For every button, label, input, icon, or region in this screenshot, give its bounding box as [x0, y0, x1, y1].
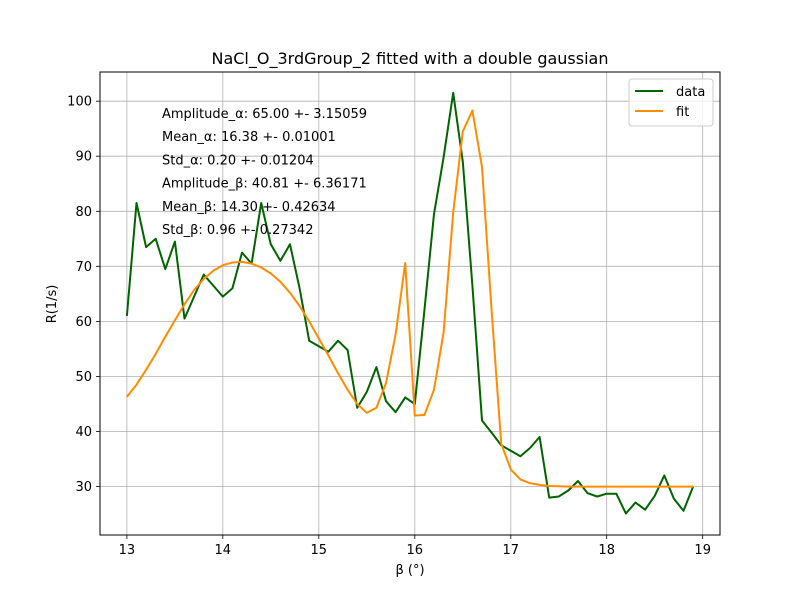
fit-parameters: Amplitude_α: 65.00 +- 3.15059 Mean_α: 16.… — [162, 107, 367, 238]
y-tick-label: 60 — [75, 315, 92, 330]
x-tick-label: 14 — [215, 543, 232, 558]
legend-label-fit: fit — [676, 105, 689, 120]
legend-label-data: data — [676, 85, 705, 100]
x-tick-label: 18 — [598, 543, 615, 558]
x-tick-label: 19 — [694, 543, 711, 558]
series-line-fit — [126, 109, 694, 488]
annotation-line: Std_β: 0.96 +- 0.27342 — [162, 223, 313, 238]
x-tick-label: 16 — [407, 543, 424, 558]
y-tick-label: 50 — [75, 370, 92, 385]
annotation-line: Amplitude_β: 40.81 +- 6.36171 — [162, 177, 367, 192]
x-tick-label: 13 — [119, 543, 136, 558]
y-tick-label: 80 — [75, 205, 92, 220]
x-tick-label: 17 — [503, 543, 520, 558]
series-line-data — [125, 91, 695, 515]
y-tick-label: 70 — [75, 260, 92, 275]
y-axis-label: R(1/s) — [45, 285, 60, 324]
chart-title: NaCl_O_3rdGroup_2 fitted with a double g… — [211, 49, 608, 69]
y-tick-label: 100 — [67, 95, 92, 110]
annotation-line: Mean_β: 14.30 +- 0.42634 — [162, 200, 336, 215]
y-tick-label: 30 — [75, 480, 92, 495]
y-tick-label: 90 — [75, 150, 92, 165]
ticks: 13 14 15 16 17 18 19 30 40 50 60 70 80 90 100 — [67, 95, 711, 558]
y-tick-label: 40 — [75, 425, 92, 440]
x-axis-label: β (°) — [395, 563, 424, 578]
grid — [100, 72, 720, 535]
x-tick-label: 15 — [311, 543, 328, 558]
annotation-line: Amplitude_α: 65.00 +- 3.15059 — [162, 107, 367, 122]
annotation-line: Mean_α: 16.38 +- 0.01001 — [162, 130, 336, 145]
plot-frame — [99, 71, 721, 536]
series-layer — [125, 91, 695, 515]
annotation-line: Std_α: 0.20 +- 0.01204 — [162, 153, 314, 168]
legend: data fit — [628, 78, 714, 127]
